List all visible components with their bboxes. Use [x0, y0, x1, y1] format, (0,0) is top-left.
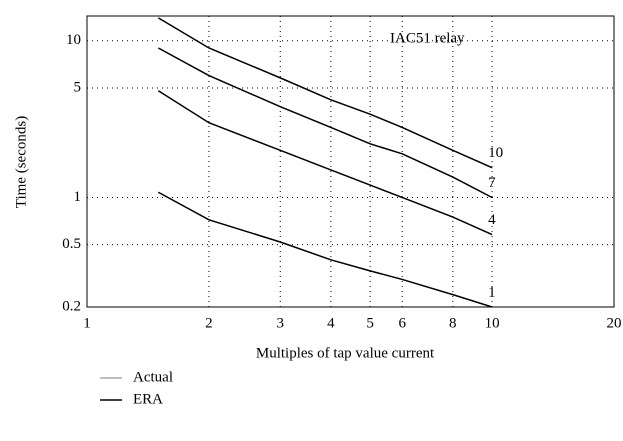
legend-label: Actual: [133, 369, 173, 385]
series-label: 4: [488, 212, 496, 228]
x-tick-label: 5: [366, 315, 374, 331]
y-tick-label: 1: [74, 189, 82, 205]
series-line: [157, 191, 493, 308]
annotation: IAC51 relay: [390, 30, 465, 46]
series-line: [157, 90, 493, 236]
legend-label: ERA: [133, 391, 163, 407]
series-label: 1: [488, 284, 496, 300]
series-line: [157, 17, 493, 169]
series-label: 7: [488, 175, 496, 191]
x-tick-label: 8: [449, 315, 457, 331]
y-tick-label: 0.2: [62, 298, 81, 314]
x-axis-label: Multiples of tap value current: [256, 345, 435, 361]
plot-frame: [86, 15, 615, 308]
x-tick-label: 20: [607, 315, 622, 331]
x-tick-label: 1: [83, 315, 91, 331]
x-tick-label: 3: [277, 315, 285, 331]
x-tick-label: 2: [205, 315, 213, 331]
x-tick-label: 10: [485, 315, 500, 331]
x-tick-label: 6: [398, 315, 406, 331]
y-tick-label: 5: [74, 79, 82, 95]
y-tick-label: 0.5: [62, 236, 81, 252]
y-tick-label: 10: [66, 32, 81, 48]
x-tick-label: 4: [327, 315, 335, 331]
y-axis-label: Time (seconds): [13, 116, 29, 208]
series-line: [157, 47, 493, 199]
series-label: 10: [488, 145, 503, 161]
